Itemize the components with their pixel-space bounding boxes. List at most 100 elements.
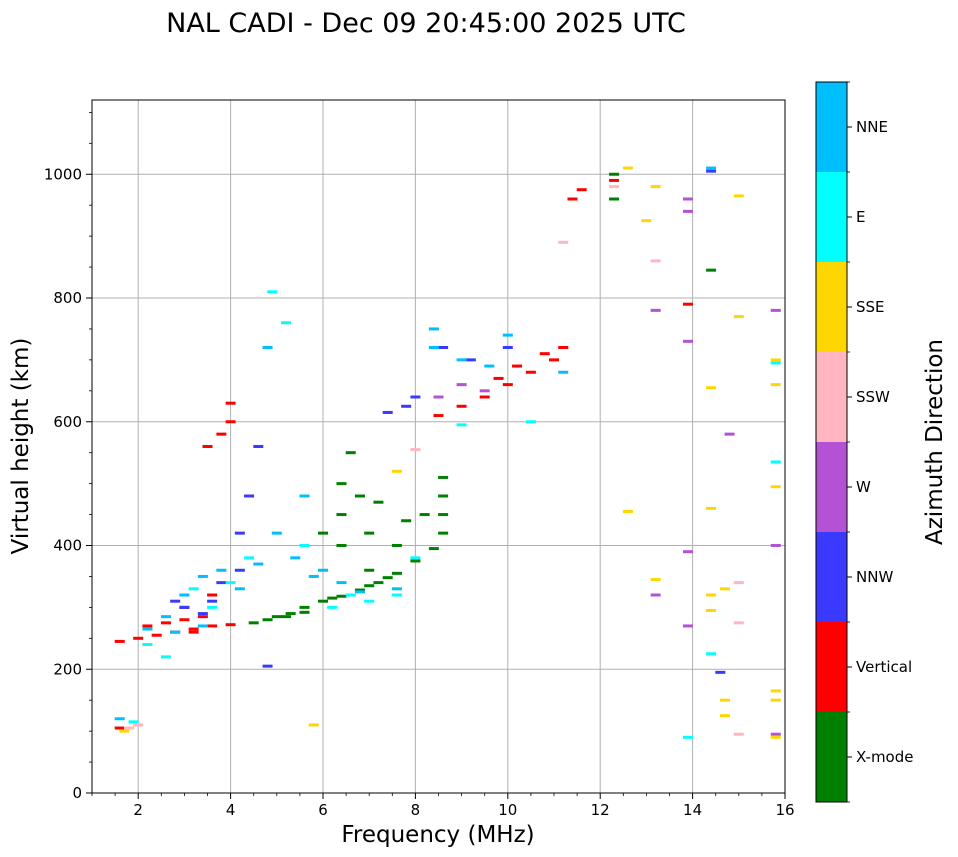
point-nne xyxy=(391,587,402,591)
point-vertical xyxy=(456,404,467,408)
point-vertical xyxy=(576,188,587,192)
colorbar-label-ssw: SSW xyxy=(856,388,890,406)
point-sse xyxy=(706,593,717,597)
point-x-mode xyxy=(354,588,365,592)
point-sse xyxy=(119,729,130,733)
point-w xyxy=(682,209,693,213)
x-tick-label: 2 xyxy=(133,801,143,819)
point-e xyxy=(410,556,421,560)
point-w xyxy=(650,308,661,312)
point-vertical xyxy=(179,618,190,622)
point-e xyxy=(267,290,278,294)
point-vertical xyxy=(207,593,218,597)
point-nnw xyxy=(502,346,513,349)
point-e xyxy=(207,605,218,609)
point-nne xyxy=(318,568,328,572)
point-nnw xyxy=(401,404,412,408)
point-sse xyxy=(770,735,781,739)
point-x-mode xyxy=(285,612,296,616)
point-x-mode xyxy=(609,197,620,201)
point-w xyxy=(479,389,490,393)
y-axis-label: Virtual height (km) xyxy=(8,338,34,555)
x-tick-label: 14 xyxy=(683,801,702,819)
point-x-mode xyxy=(354,494,365,498)
point-x-mode xyxy=(271,615,282,619)
point-ssw xyxy=(733,581,744,585)
point-sse xyxy=(770,358,781,362)
point-nne xyxy=(706,166,717,170)
colorbar-label-e: E xyxy=(856,208,865,226)
point-vertical xyxy=(151,633,162,637)
point-vertical xyxy=(142,624,153,628)
point-x-mode xyxy=(391,544,402,547)
point-vertical xyxy=(188,630,199,634)
point-ssw xyxy=(133,723,144,727)
x-tick-label: 12 xyxy=(591,801,610,819)
colorbar-label-nnw: NNW xyxy=(856,568,893,586)
point-w xyxy=(433,395,444,399)
point-e xyxy=(128,720,139,724)
point-nne xyxy=(179,593,190,597)
point-x-mode xyxy=(438,494,449,498)
point-w xyxy=(682,550,693,554)
y-axis-ticks: 0 200 400 600 800 1000 xyxy=(44,111,92,802)
point-x-mode xyxy=(410,559,421,563)
point-sse xyxy=(719,714,730,718)
point-nnw xyxy=(438,346,449,349)
colorbar-segment-nne xyxy=(816,82,847,172)
point-e xyxy=(364,599,375,603)
point-sse xyxy=(719,698,730,702)
colorbar-label: Azimuth Direction xyxy=(922,339,948,545)
point-nnw xyxy=(170,599,181,603)
point-vertical xyxy=(225,401,236,405)
point-sse xyxy=(706,386,717,390)
point-nnw xyxy=(234,568,245,572)
point-w xyxy=(770,732,781,736)
point-e xyxy=(142,643,153,646)
point-sse xyxy=(770,383,781,387)
point-nne xyxy=(142,627,153,631)
point-vertical xyxy=(479,395,490,399)
point-e xyxy=(682,735,693,739)
point-x-mode xyxy=(391,571,402,575)
point-sse xyxy=(770,689,781,693)
point-w xyxy=(456,383,467,387)
point-vertical xyxy=(160,621,171,625)
point-vertical xyxy=(512,364,523,368)
x-axis-label: Frequency (MHz) xyxy=(341,822,534,848)
point-vertical xyxy=(525,370,536,374)
point-e xyxy=(456,423,467,427)
point-nne xyxy=(428,346,439,349)
point-nne xyxy=(197,574,208,578)
point-e xyxy=(299,544,310,547)
point-x-mode xyxy=(248,621,259,625)
point-nnw xyxy=(244,494,255,498)
point-vertical xyxy=(502,383,513,387)
point-ssw xyxy=(558,240,569,244)
point-x-mode xyxy=(299,605,310,609)
point-x-mode xyxy=(336,513,347,517)
point-w xyxy=(682,624,693,628)
point-vertical xyxy=(114,639,125,643)
point-e xyxy=(281,321,292,325)
point-nnw xyxy=(197,612,208,616)
colorbar-label-x-mode: X-mode xyxy=(856,748,913,766)
colorbar-label-nne: NNE xyxy=(856,118,888,136)
point-sse xyxy=(622,509,633,513)
data-points xyxy=(114,166,781,739)
point-x-mode xyxy=(438,531,449,535)
point-ssw xyxy=(650,259,661,263)
point-nnw xyxy=(216,581,227,585)
point-vertical xyxy=(549,358,559,362)
point-nne xyxy=(428,327,439,331)
point-w xyxy=(650,593,661,597)
point-sse xyxy=(719,587,730,591)
point-nnw xyxy=(179,605,190,609)
point-e xyxy=(770,460,781,464)
point-vertical xyxy=(493,376,504,380)
point-sse xyxy=(770,698,781,702)
colorbar-frame xyxy=(815,81,848,803)
point-nne xyxy=(299,494,310,498)
point-ssw xyxy=(609,185,620,189)
point-nnw xyxy=(262,664,273,668)
